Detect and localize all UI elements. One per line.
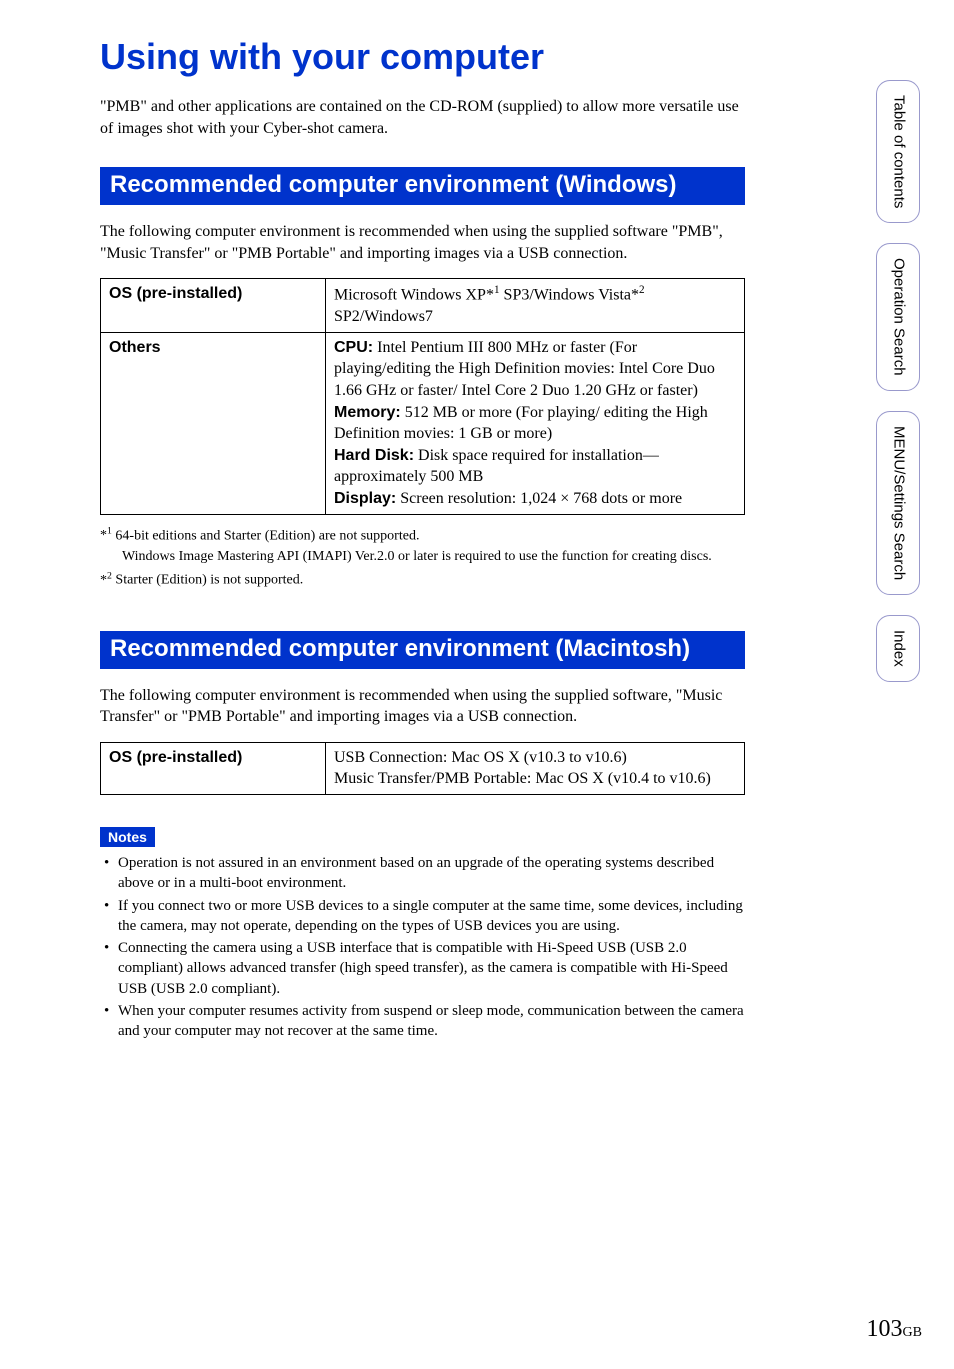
cpu-label: CPU: [334, 339, 373, 356]
page-title: Using with your computer [100, 36, 745, 78]
section2-para: The following computer environment is re… [100, 685, 745, 728]
mac-os-value: USB Connection: Mac OS X (v10.3 to v10.6… [326, 742, 745, 794]
side-tabs: Table of contents Operation Search MENU/… [876, 80, 936, 702]
footnotes: *1 64-bit editions and Starter (Edition)… [100, 525, 745, 591]
tab-toc[interactable]: Table of contents [876, 80, 920, 223]
os-text-pre: Microsoft Windows XP* [334, 287, 494, 304]
sup2: 2 [639, 284, 645, 296]
disp-text: Screen resolution: 1,024 × 768 dots or m… [396, 490, 682, 507]
list-item: If you connect two or more USB devices t… [100, 896, 745, 937]
mac-spec-table: OS (pre-installed) USB Connection: Mac O… [100, 742, 745, 795]
os-text-post: SP2/Windows7 [334, 308, 433, 325]
page-number: 103GB [867, 1316, 922, 1343]
fn2-mark: *2 [100, 573, 112, 588]
fn2-text: Starter (Edition) is not supported. [112, 573, 303, 588]
list-item: Operation is not assured in an environme… [100, 853, 745, 894]
mac-line2: Music Transfer/PMB Portable: Mac OS X (v… [334, 770, 711, 787]
mem-label: Memory: [334, 404, 401, 421]
tab-operation-search[interactable]: Operation Search [876, 243, 920, 391]
fn1-line1: 64-bit editions and Starter (Edition) ar… [112, 528, 420, 543]
mac-os-label: OS (pre-installed) [101, 742, 326, 794]
page-num-suffix: GB [903, 1325, 922, 1340]
section1-heading: Recommended computer environment (Window… [100, 167, 745, 205]
list-item: When your computer resumes activity from… [100, 1001, 745, 1042]
os-label: OS (pre-installed) [101, 279, 326, 333]
disp-label: Display: [334, 490, 396, 507]
mac-line1: USB Connection: Mac OS X (v10.3 to v10.6… [334, 749, 627, 766]
table-row: Others CPU: Intel Pentium III 800 MHz or… [101, 332, 745, 514]
section2-heading: Recommended computer environment (Macint… [100, 631, 745, 669]
table-row: OS (pre-installed) Microsoft Windows XP*… [101, 279, 745, 333]
notes-list: Operation is not assured in an environme… [100, 853, 745, 1041]
fn1-mark: *1 [100, 528, 112, 543]
others-value: CPU: Intel Pentium III 800 MHz or faster… [326, 332, 745, 514]
page-num-value: 103 [867, 1316, 903, 1342]
list-item: Connecting the camera using a USB interf… [100, 938, 745, 999]
hd-label: Hard Disk: [334, 447, 414, 464]
os-value: Microsoft Windows XP*1 SP3/Windows Vista… [326, 279, 745, 333]
os-text-mid: SP3/Windows Vista* [500, 287, 639, 304]
section1-para: The following computer environment is re… [100, 221, 745, 264]
tab-index[interactable]: Index [876, 615, 920, 682]
intro-text: "PMB" and other applications are contain… [100, 96, 745, 139]
windows-spec-table: OS (pre-installed) Microsoft Windows XP*… [100, 278, 745, 514]
others-label: Others [101, 332, 326, 514]
cpu-text: Intel Pentium III 800 MHz or faster (For… [334, 339, 715, 399]
fn1-line2: Windows Image Mastering API (IMAPI) Ver.… [100, 548, 745, 567]
tab-menu-settings-search[interactable]: MENU/Settings Search [876, 411, 920, 595]
table-row: OS (pre-installed) USB Connection: Mac O… [101, 742, 745, 794]
notes-heading: Notes [100, 827, 155, 847]
